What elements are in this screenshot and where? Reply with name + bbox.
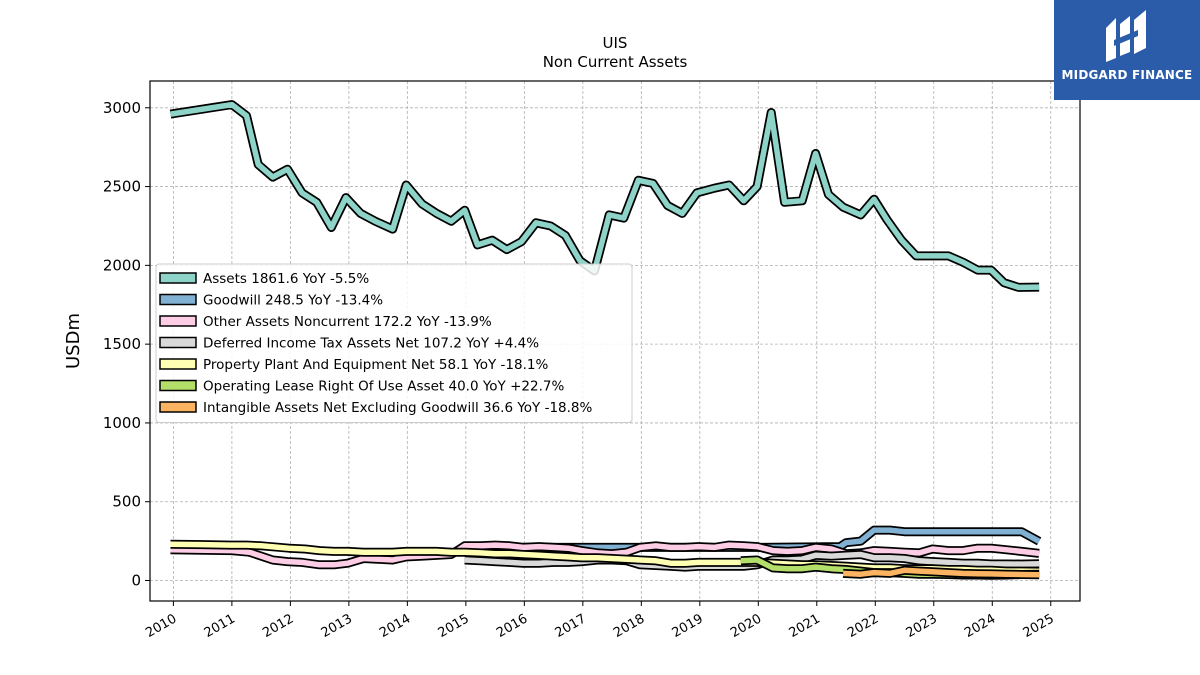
y-tick-label: 2500 [103,178,141,196]
series-line [842,567,1040,578]
legend-entry: Other Assets Noncurrent 172.2 YoY -13.9% [203,314,492,330]
legend-entry: Assets 1861.6 YoY -5.5% [203,271,369,287]
x-tick-label: 2018 [611,611,647,641]
chart-subtitle: Non Current Assets [543,53,688,71]
plot-frame [149,80,1081,602]
legend-swatch [159,315,197,327]
x-tick-label: 2024 [962,611,998,641]
legend-box [155,263,633,423]
x-tick-label: 2015 [436,611,472,641]
x-tick-label: 2023 [904,611,940,641]
series-line [170,101,1040,291]
x-tick-label: 2014 [377,611,413,641]
legend-entry: Property Plant And Equipment Net 58.1 Yo… [203,357,548,373]
midgard-finance-logo: MIDGARD FINANCE [1054,0,1200,100]
x-tick-label: 2016 [494,611,530,641]
legend: Assets 1861.6 YoY -5.5% Goodwill 248.5 Yo… [155,263,633,423]
legend-entry: Intangible Assets Net Excluding Goodwill… [203,400,593,416]
y-tick-label: 3000 [103,99,141,117]
logo-text: MIDGARD FINANCE [1061,68,1193,82]
legend-entry: Deferred Income Tax Assets Net 107.2 YoY… [203,336,539,352]
series-outline [169,100,1040,292]
x-tick-label: 2012 [260,611,296,641]
y-tick-label: 2000 [103,256,141,274]
x-tick-label: 2019 [670,611,706,641]
logo-mark-icon [1106,10,1146,62]
legend-swatch [159,379,197,392]
y-tick-label: 0 [131,572,141,590]
x-tick-label: 2011 [202,611,238,641]
series-layer [169,100,1042,580]
legend-swatch [159,272,197,284]
legend-swatch [159,401,197,413]
y-tick-label: 1500 [103,335,141,353]
y-tick-label: 500 [112,493,141,511]
x-tick-label: 2022 [845,611,881,641]
legend-entry: Operating Lease Right Of Use Asset 40.0 … [203,379,564,395]
legend-swatch [159,336,197,349]
x-tick-label: 2017 [553,611,589,641]
x-tick-label: 2020 [728,611,764,641]
y-tick-label: 1000 [103,414,141,432]
legend-swatch [159,293,197,306]
legend-entry: Goodwill 248.5 YoY -13.4% [203,293,383,309]
series-line [523,527,1041,551]
legend-swatch [159,358,197,370]
series-line [170,542,1040,568]
x-tick-label: 2010 [143,611,179,641]
x-tick-label: 2025 [1021,611,1057,641]
x-tick-label: 2021 [787,611,823,641]
chart-title: UIS [603,34,628,52]
y-axis-label: USDm [63,313,84,369]
x-tick-label: 2013 [319,611,355,641]
